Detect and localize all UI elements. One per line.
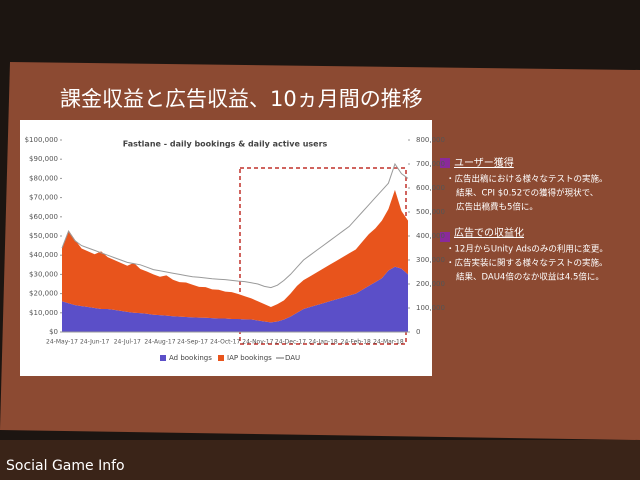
- x-tick-label: 24-Nov-17: [242, 339, 273, 346]
- y2-tick-label: 300,000: [416, 256, 445, 264]
- y-tick-label: $70,000: [29, 194, 58, 202]
- y2-tick-label: 0: [416, 328, 420, 336]
- x-tick-label: 24-Feb-18: [341, 339, 371, 346]
- stacked-area: [62, 189, 408, 323]
- section-line: 結果、DAU4倍のなか収益は4.5倍に。: [456, 272, 604, 283]
- y2-tick-label: 100,000: [416, 304, 445, 312]
- y2-tick-label: 700,000: [416, 160, 445, 168]
- legend-swatch: [218, 355, 224, 361]
- x-tick-label: 24-Jan-18: [309, 339, 338, 346]
- y-tick-label: $50,000: [29, 232, 58, 240]
- bullet-square: [440, 158, 450, 168]
- slide-title: 課金収益と広告収益、10ヵ月間の推移: [60, 87, 423, 111]
- y-tick-label: $40,000: [29, 251, 58, 259]
- watermark: Social Game Info: [6, 458, 125, 474]
- x-tick-label: 24-Mar-18: [373, 339, 404, 346]
- section-line: ・広告出稿における様々なテストの実施。: [446, 174, 608, 185]
- section-line: ・12月からUnity Adsのみの利用に変更。: [446, 244, 608, 255]
- y-tick-label: $30,000: [29, 270, 58, 278]
- y2-tick-label: 400,000: [416, 232, 445, 240]
- x-tick-label: 24-Aug-17: [144, 339, 175, 346]
- bullet-square: [440, 232, 450, 242]
- stacked-area: [62, 266, 408, 332]
- section-heading: 広告での収益化: [454, 226, 524, 239]
- y-tick-label: $90,000: [29, 155, 58, 163]
- x-tick-label: 24-Jul-17: [114, 339, 141, 346]
- floor: [0, 440, 640, 480]
- x-tick-label: 24-Jun-17: [80, 339, 109, 346]
- chart-title: Fastlane - daily bookings & daily active…: [123, 140, 328, 149]
- section-heading: ユーザー獲得: [454, 156, 514, 169]
- section-line: 結果、CPI $0.52での獲得が現状で、: [456, 188, 598, 199]
- dau-line: [61, 162, 409, 289]
- section-line: ・広告実装に関する様々なテストの実施。: [446, 258, 608, 269]
- y2-tick-label: 800,000: [416, 136, 445, 144]
- legend-swatch: [160, 355, 166, 361]
- legend-label: DAU: [285, 354, 300, 362]
- y-tick-label: $100,000: [25, 136, 58, 144]
- y2-tick-label: 600,000: [416, 184, 445, 192]
- y-tick-label: $20,000: [29, 290, 58, 298]
- x-tick-label: 24-May-17: [46, 339, 78, 346]
- x-tick-label: 24-Oct-17: [210, 339, 240, 346]
- y-tick-label: $0: [49, 328, 58, 336]
- y-tick-label: $10,000: [29, 309, 58, 317]
- y2-tick-label: 200,000: [416, 280, 445, 288]
- legend-label: IAP bookings: [227, 354, 272, 362]
- y-tick-label: $80,000: [29, 174, 58, 182]
- x-tick-label: 24-Sep-17: [177, 339, 208, 346]
- y2-tick-label: 500,000: [416, 208, 445, 216]
- section-line: 広告出稿費も5倍に。: [456, 202, 538, 213]
- y-tick-label: $60,000: [29, 213, 58, 221]
- x-tick-label: 24-Dec-17: [275, 339, 306, 346]
- legend-label: Ad bookings: [169, 354, 212, 362]
